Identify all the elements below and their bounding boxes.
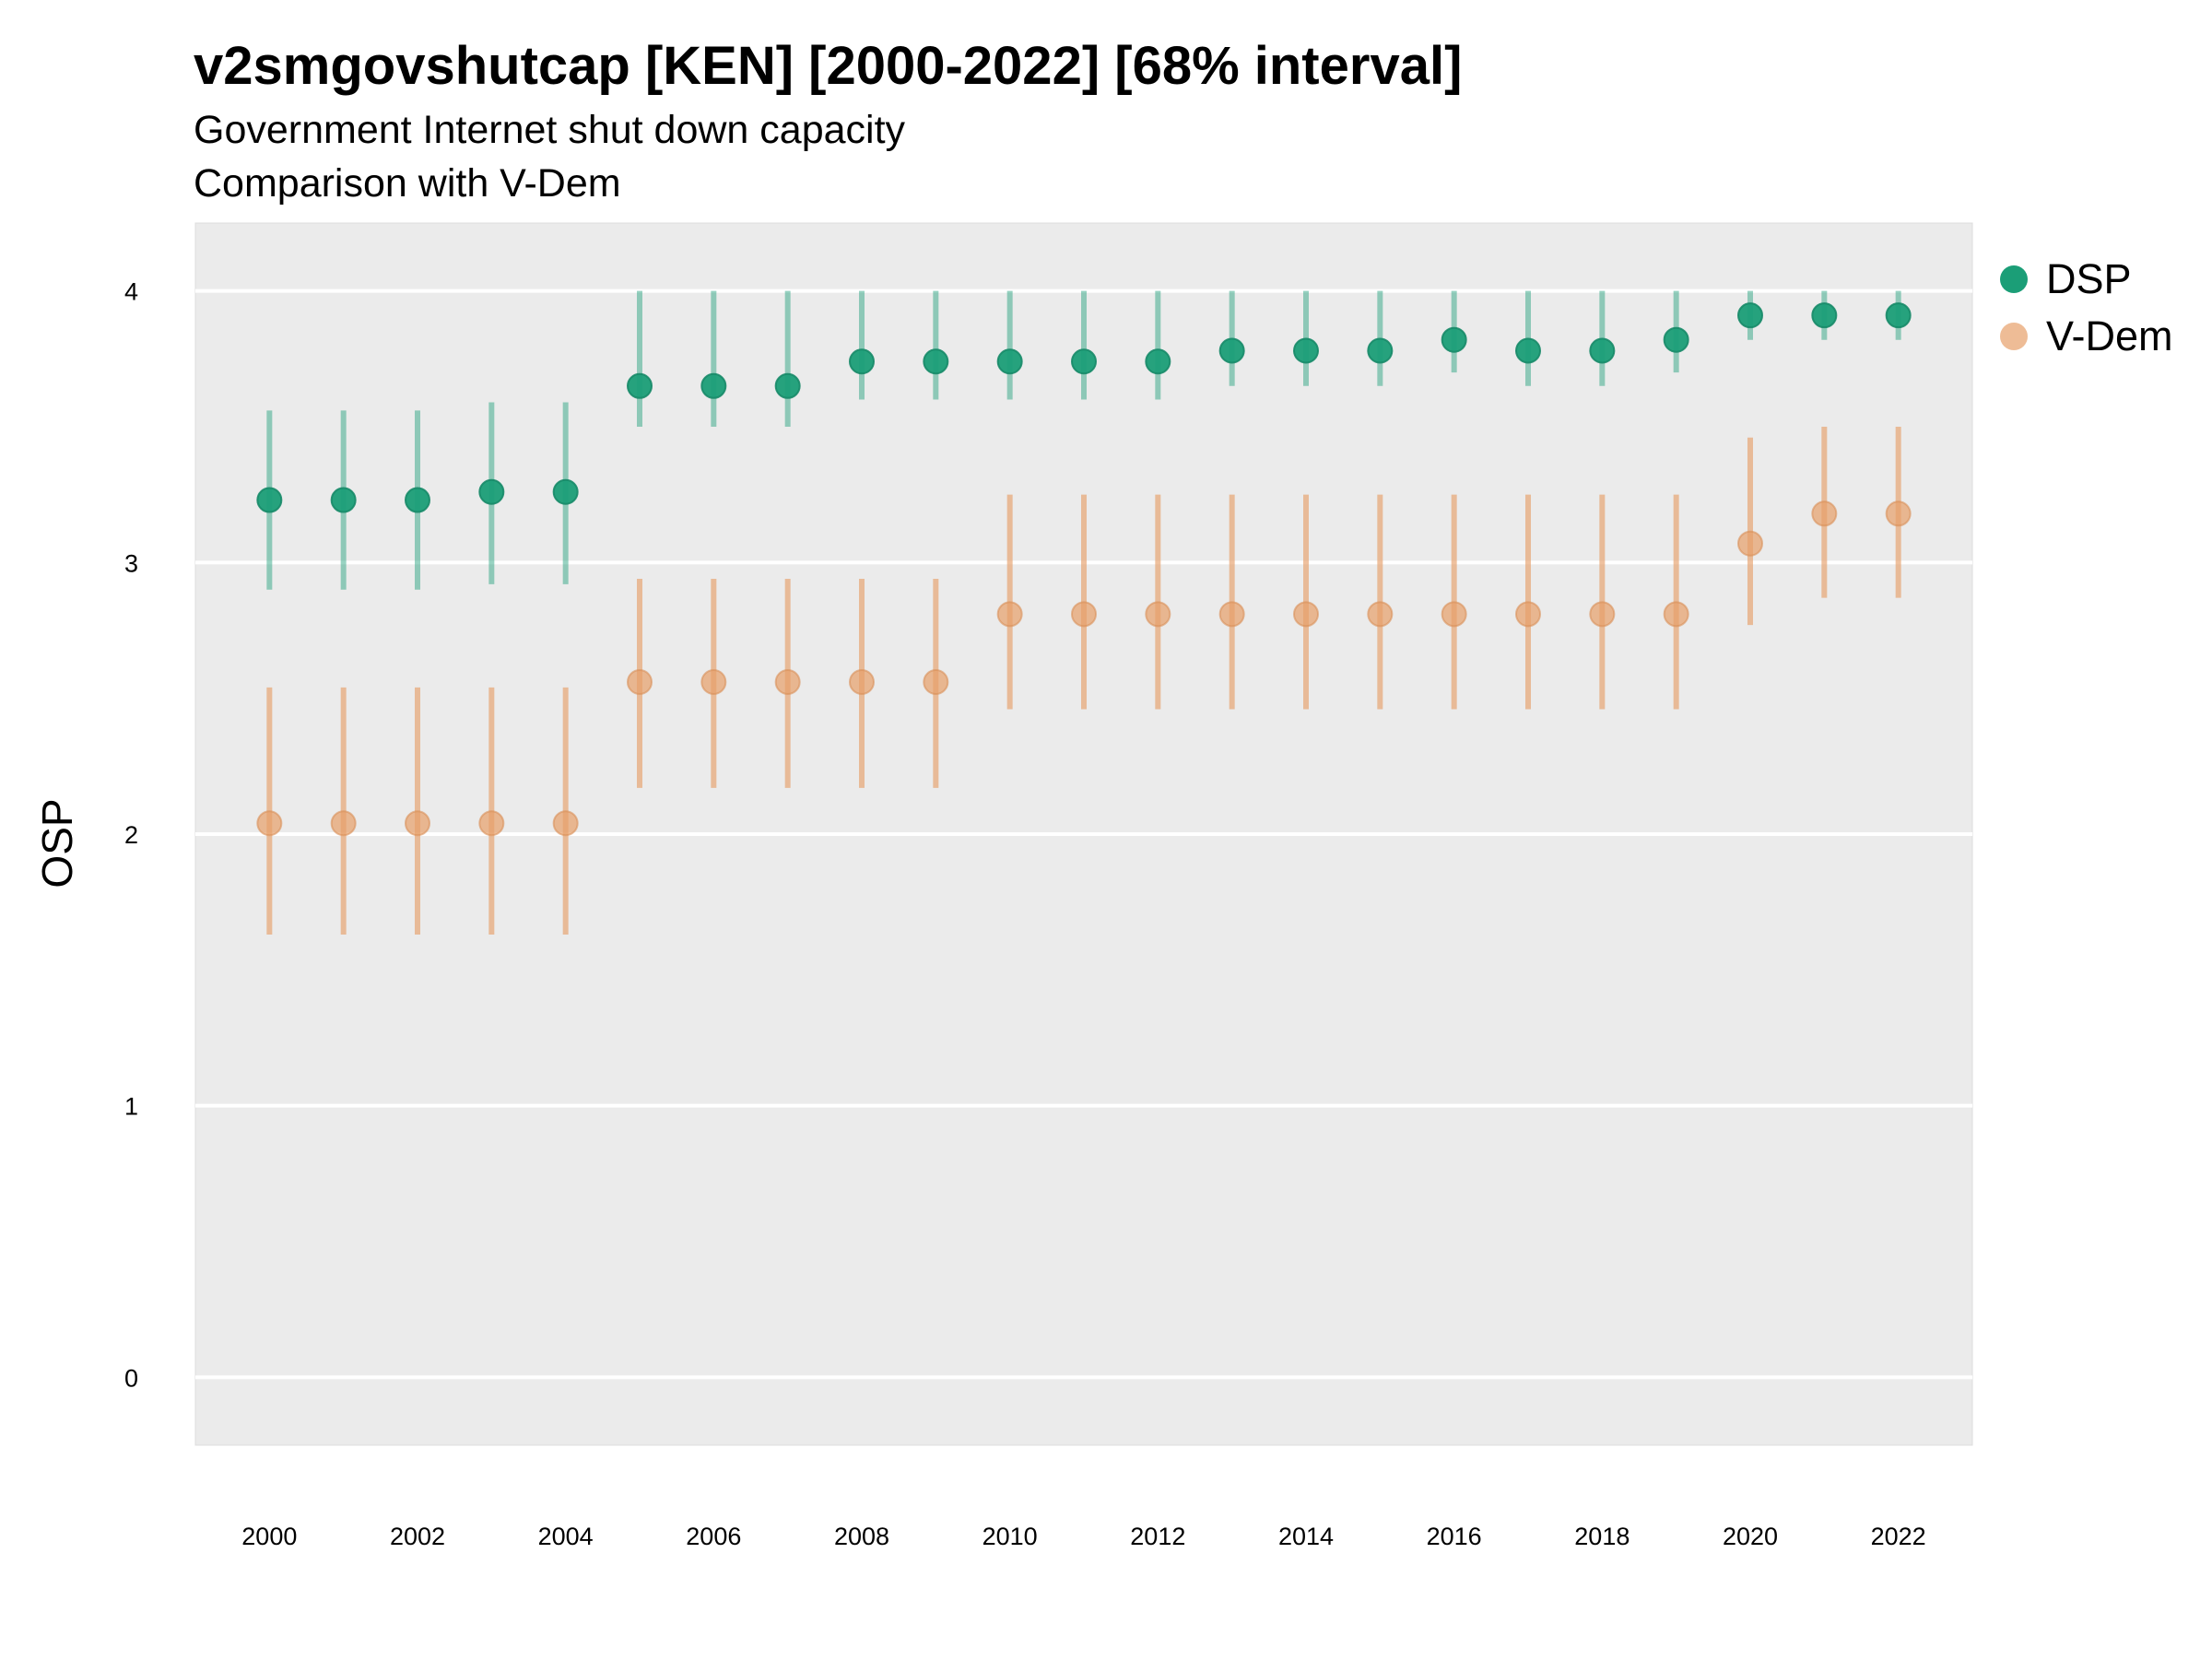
dsp-point-2012 xyxy=(1145,348,1171,375)
vdem-point-2010 xyxy=(996,601,1023,628)
legend-item-vdem: V-Dem xyxy=(2000,308,2173,365)
y-tick-label: 2 xyxy=(124,821,138,849)
dsp-point-2011 xyxy=(1071,348,1097,375)
vdem-point-2020 xyxy=(1737,530,1763,557)
vdem-point-2004 xyxy=(552,810,579,837)
data-marks xyxy=(256,290,1912,935)
vdem-point-2005 xyxy=(627,668,653,695)
dsp-point-2000 xyxy=(256,487,283,513)
dsp-point-2018 xyxy=(1589,337,1616,364)
dsp-point-2013 xyxy=(1218,337,1245,364)
x-tick-label: 2016 xyxy=(1427,1523,1482,1550)
dsp-point-2001 xyxy=(330,487,357,513)
y-tick-label: 1 xyxy=(124,1093,138,1121)
dsp-point-2006 xyxy=(700,372,727,399)
vdem-point-2017 xyxy=(1515,601,1541,628)
x-tick-label: 2012 xyxy=(1130,1523,1185,1550)
vdem-point-2009 xyxy=(923,668,949,695)
vdem-point-2021 xyxy=(1811,500,1838,527)
legend-swatch-vdem xyxy=(2000,323,2028,350)
vdem-point-2000 xyxy=(256,810,283,837)
vdem-point-2003 xyxy=(478,810,505,837)
y-tick-label: 0 xyxy=(124,1364,138,1392)
x-tick-label: 2010 xyxy=(982,1523,1038,1550)
x-tick-label: 2006 xyxy=(686,1523,741,1550)
vdem-point-2015 xyxy=(1367,601,1394,628)
dsp-point-2010 xyxy=(996,348,1023,375)
legend-label-dsp: DSP xyxy=(2046,255,2132,302)
vdem-point-2006 xyxy=(700,668,727,695)
dsp-point-2003 xyxy=(478,478,505,505)
legend: DSP V-Dem xyxy=(2000,251,2173,365)
dsp-point-2016 xyxy=(1441,326,1467,353)
vdem-point-2002 xyxy=(405,810,430,837)
dsp-point-2002 xyxy=(405,487,430,513)
vdem-point-2008 xyxy=(849,668,875,695)
x-tick-label: 2008 xyxy=(834,1523,889,1550)
vdem-point-2022 xyxy=(1885,500,1912,527)
dsp-point-2007 xyxy=(774,372,801,399)
dsp-point-2014 xyxy=(1293,337,1319,364)
chart-subtitle-line-1: Government Internet shut down capacity xyxy=(194,108,906,152)
y-tick-label: 3 xyxy=(124,549,138,577)
dsp-point-2009 xyxy=(923,348,949,375)
vdem-point-2016 xyxy=(1441,601,1467,628)
legend-label-vdem: V-Dem xyxy=(2046,312,2173,359)
x-tick-label: 2004 xyxy=(538,1523,594,1550)
dsp-point-2004 xyxy=(552,478,579,505)
chart-title: v2smgovshutcap [KEN] [2000-2022] [68% in… xyxy=(194,36,1463,96)
y-tick-label: 4 xyxy=(124,278,138,306)
x-tick-label: 2002 xyxy=(390,1523,445,1550)
dsp-point-2021 xyxy=(1811,302,1838,329)
dsp-point-2005 xyxy=(627,372,653,399)
x-tick-label: 2014 xyxy=(1278,1523,1334,1550)
dsp-point-2017 xyxy=(1515,337,1541,364)
x-tick-label: 2022 xyxy=(1871,1523,1926,1550)
vdem-point-2019 xyxy=(1663,601,1689,628)
x-tick-label: 2000 xyxy=(241,1523,297,1550)
dsp-point-2008 xyxy=(849,348,875,375)
chart-subtitle-line-2: Comparison with V-Dem xyxy=(194,161,621,206)
series-vdem xyxy=(256,427,1912,935)
legend-swatch-dsp xyxy=(2000,265,2028,293)
dsp-point-2015 xyxy=(1367,337,1394,364)
series-dsp xyxy=(256,290,1912,590)
dsp-point-2020 xyxy=(1737,302,1763,329)
dsp-point-2019 xyxy=(1663,326,1689,353)
vdem-point-2012 xyxy=(1145,601,1171,628)
x-tick-label: 2018 xyxy=(1574,1523,1630,1550)
y-axis-ticks: 0 1 2 3 4 xyxy=(124,278,138,1393)
vdem-point-2014 xyxy=(1293,601,1319,628)
dsp-point-2022 xyxy=(1885,302,1912,329)
vdem-point-2013 xyxy=(1218,601,1245,628)
legend-item-dsp: DSP xyxy=(2000,251,2173,308)
x-axis-ticks: 2000 2002 2004 2006 2008 2010 2012 2014 2016 2018… xyxy=(241,1523,1925,1550)
vdem-point-2011 xyxy=(1071,601,1097,628)
x-tick-label: 2020 xyxy=(1723,1523,1778,1550)
vdem-point-2018 xyxy=(1589,601,1616,628)
vdem-point-2001 xyxy=(330,810,357,837)
vdem-point-2007 xyxy=(774,668,801,695)
